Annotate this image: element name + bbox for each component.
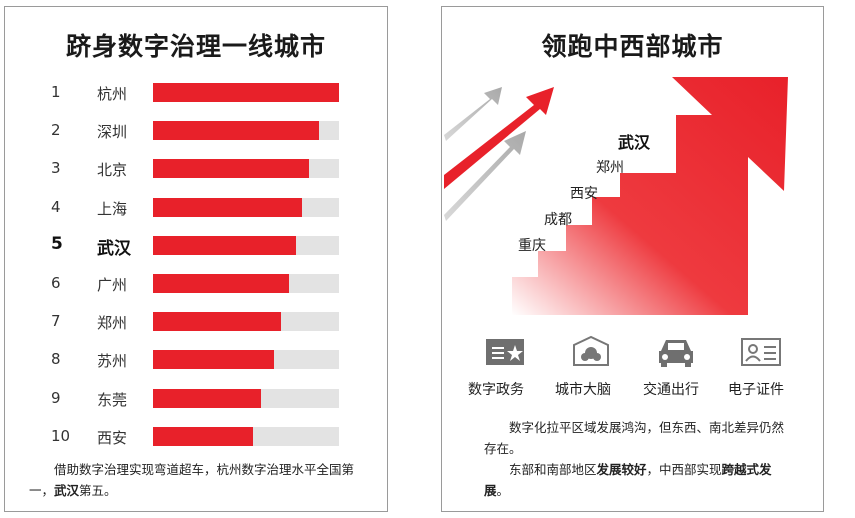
stair-label-zhengzhou: 郑州	[596, 160, 624, 176]
gray-arrow-front	[444, 131, 526, 221]
ranking-note-text: 借助数字治理实现弯道超车，杭州数字治理水平全国第一，	[29, 462, 355, 498]
icon-label-digital-gov: 数字政务	[468, 382, 524, 398]
midwest-note-2c: ，中西部实现	[646, 462, 722, 477]
icon-label-city-brain: 城市大脑	[555, 382, 611, 398]
midwest-note-2b: 发展较好	[596, 462, 647, 477]
ranking-row: 10 西安	[5, 425, 389, 447]
ranking-city: 北京	[97, 161, 128, 180]
ranking-city: 苏州	[97, 352, 128, 371]
ranking-panel: 跻身数字治理一线城市 1 杭州 2 深圳 3 北京 4 上海 5 武汉 6 广州 7 郑州 8 苏州 9 东莞 10…	[4, 6, 388, 512]
ranking-rank: 10	[51, 426, 71, 445]
ranking-row: 5 武汉	[5, 233, 389, 259]
ranking-city: 武汉	[97, 238, 131, 259]
rising-arrow-graphic	[444, 77, 788, 315]
ranking-row: 2 深圳	[5, 119, 389, 141]
stair-label-wuhan: 武汉	[618, 133, 651, 152]
ranking-city: 郑州	[97, 314, 128, 333]
small-red-arrow	[444, 87, 554, 189]
ranking-bar-track	[153, 83, 339, 102]
ranking-bar	[153, 388, 261, 408]
midwest-title: 领跑中西部城市	[541, 32, 724, 61]
ranking-rank: 9	[51, 388, 61, 407]
car-icon	[655, 335, 697, 369]
midwest-note-2d: 跨越式发展	[484, 462, 772, 498]
big-red-stair-arrow	[512, 77, 788, 315]
city-brain-icon	[570, 335, 612, 369]
ranking-title: 跻身数字治理一线城市	[65, 32, 326, 61]
ranking-row: 9 东莞	[5, 387, 389, 409]
ranking-bar	[153, 159, 310, 179]
ranking-city: 广州	[97, 276, 128, 294]
ranking-rank: 7	[51, 312, 61, 331]
ranking-rank: 6	[51, 274, 61, 292]
ranking-city: 杭州	[97, 85, 128, 103]
ranking-bar	[153, 197, 302, 217]
icon-label-e-id: 电子证件	[728, 382, 784, 398]
ranking-bar-track	[153, 121, 339, 141]
ranking-note-bold: 武汉	[54, 483, 80, 498]
ranking-bar-track	[153, 312, 339, 332]
midwest-panel: 领跑中西部城市 武汉 郑州 西安 成都 重庆	[441, 6, 824, 512]
ranking-bar	[153, 350, 274, 370]
ranking-row: 7 郑州	[5, 310, 389, 332]
ranking-bar	[153, 83, 339, 102]
midwest-note-2a: 东部和南部地区	[509, 462, 597, 477]
stair-label-chongqing: 重庆	[518, 238, 546, 254]
ranking-row: 1 杭州	[5, 81, 389, 103]
ranking-city: 东莞	[97, 390, 128, 409]
ranking-bar-track	[153, 426, 339, 446]
ranking-row: 3 北京	[5, 157, 389, 179]
ranking-row: 6 广州	[5, 272, 389, 294]
ranking-bar-track	[153, 350, 339, 370]
ranking-bar	[153, 312, 282, 332]
ranking-city: 西安	[97, 428, 128, 447]
ranking-city: 深圳	[97, 123, 128, 142]
ranking-row: 8 苏州	[5, 348, 389, 370]
icon-label-transport: 交通出行	[643, 382, 699, 398]
ranking-bar-track	[153, 159, 339, 179]
id-card-icon	[740, 335, 782, 369]
stair-label-chengdu: 成都	[544, 212, 572, 228]
ranking-bar	[153, 274, 289, 293]
ranking-bar-track	[153, 388, 339, 408]
ranking-bar	[153, 426, 254, 446]
midwest-note-2: 东部和南部地区发展较好，中西部实现跨越式发展。	[484, 459, 796, 501]
gray-arrow-back	[444, 87, 502, 141]
ranking-bar-track	[153, 197, 339, 217]
midwest-note-2e: 。	[496, 483, 510, 498]
ranking-rank: 1	[51, 83, 61, 101]
ranking-bar-track	[153, 274, 339, 293]
ranking-bar	[153, 121, 319, 141]
stair-label-xian: 西安	[570, 186, 598, 202]
ranking-rank: 3	[51, 159, 61, 178]
ranking-rank: 5	[51, 233, 63, 254]
ranking-rank: 8	[51, 350, 61, 369]
ranking-rank: 4	[51, 197, 61, 216]
ranking-bar	[153, 235, 297, 255]
ranking-note: 借助数字治理实现弯道超车，杭州数字治理水平全国第一，武汉第五。	[29, 459, 369, 501]
midwest-note-1: 数字化拉平区域发展鸿沟，但东西、南北差异仍然存在。	[484, 420, 785, 456]
ranking-row: 4 上海	[5, 196, 389, 218]
ranking-note-end: 第五。	[79, 483, 117, 498]
ranking-bar-track	[153, 235, 339, 255]
ranking-rank: 2	[51, 121, 61, 140]
ranking-city: 上海	[97, 199, 128, 218]
government-card-icon	[484, 335, 526, 369]
